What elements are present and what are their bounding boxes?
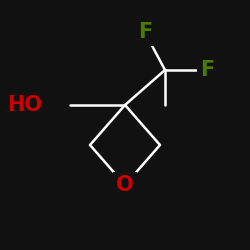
Text: O: O	[116, 175, 134, 195]
Text: HO: HO	[8, 95, 42, 115]
Text: F: F	[200, 60, 214, 80]
Text: F: F	[138, 22, 152, 42]
